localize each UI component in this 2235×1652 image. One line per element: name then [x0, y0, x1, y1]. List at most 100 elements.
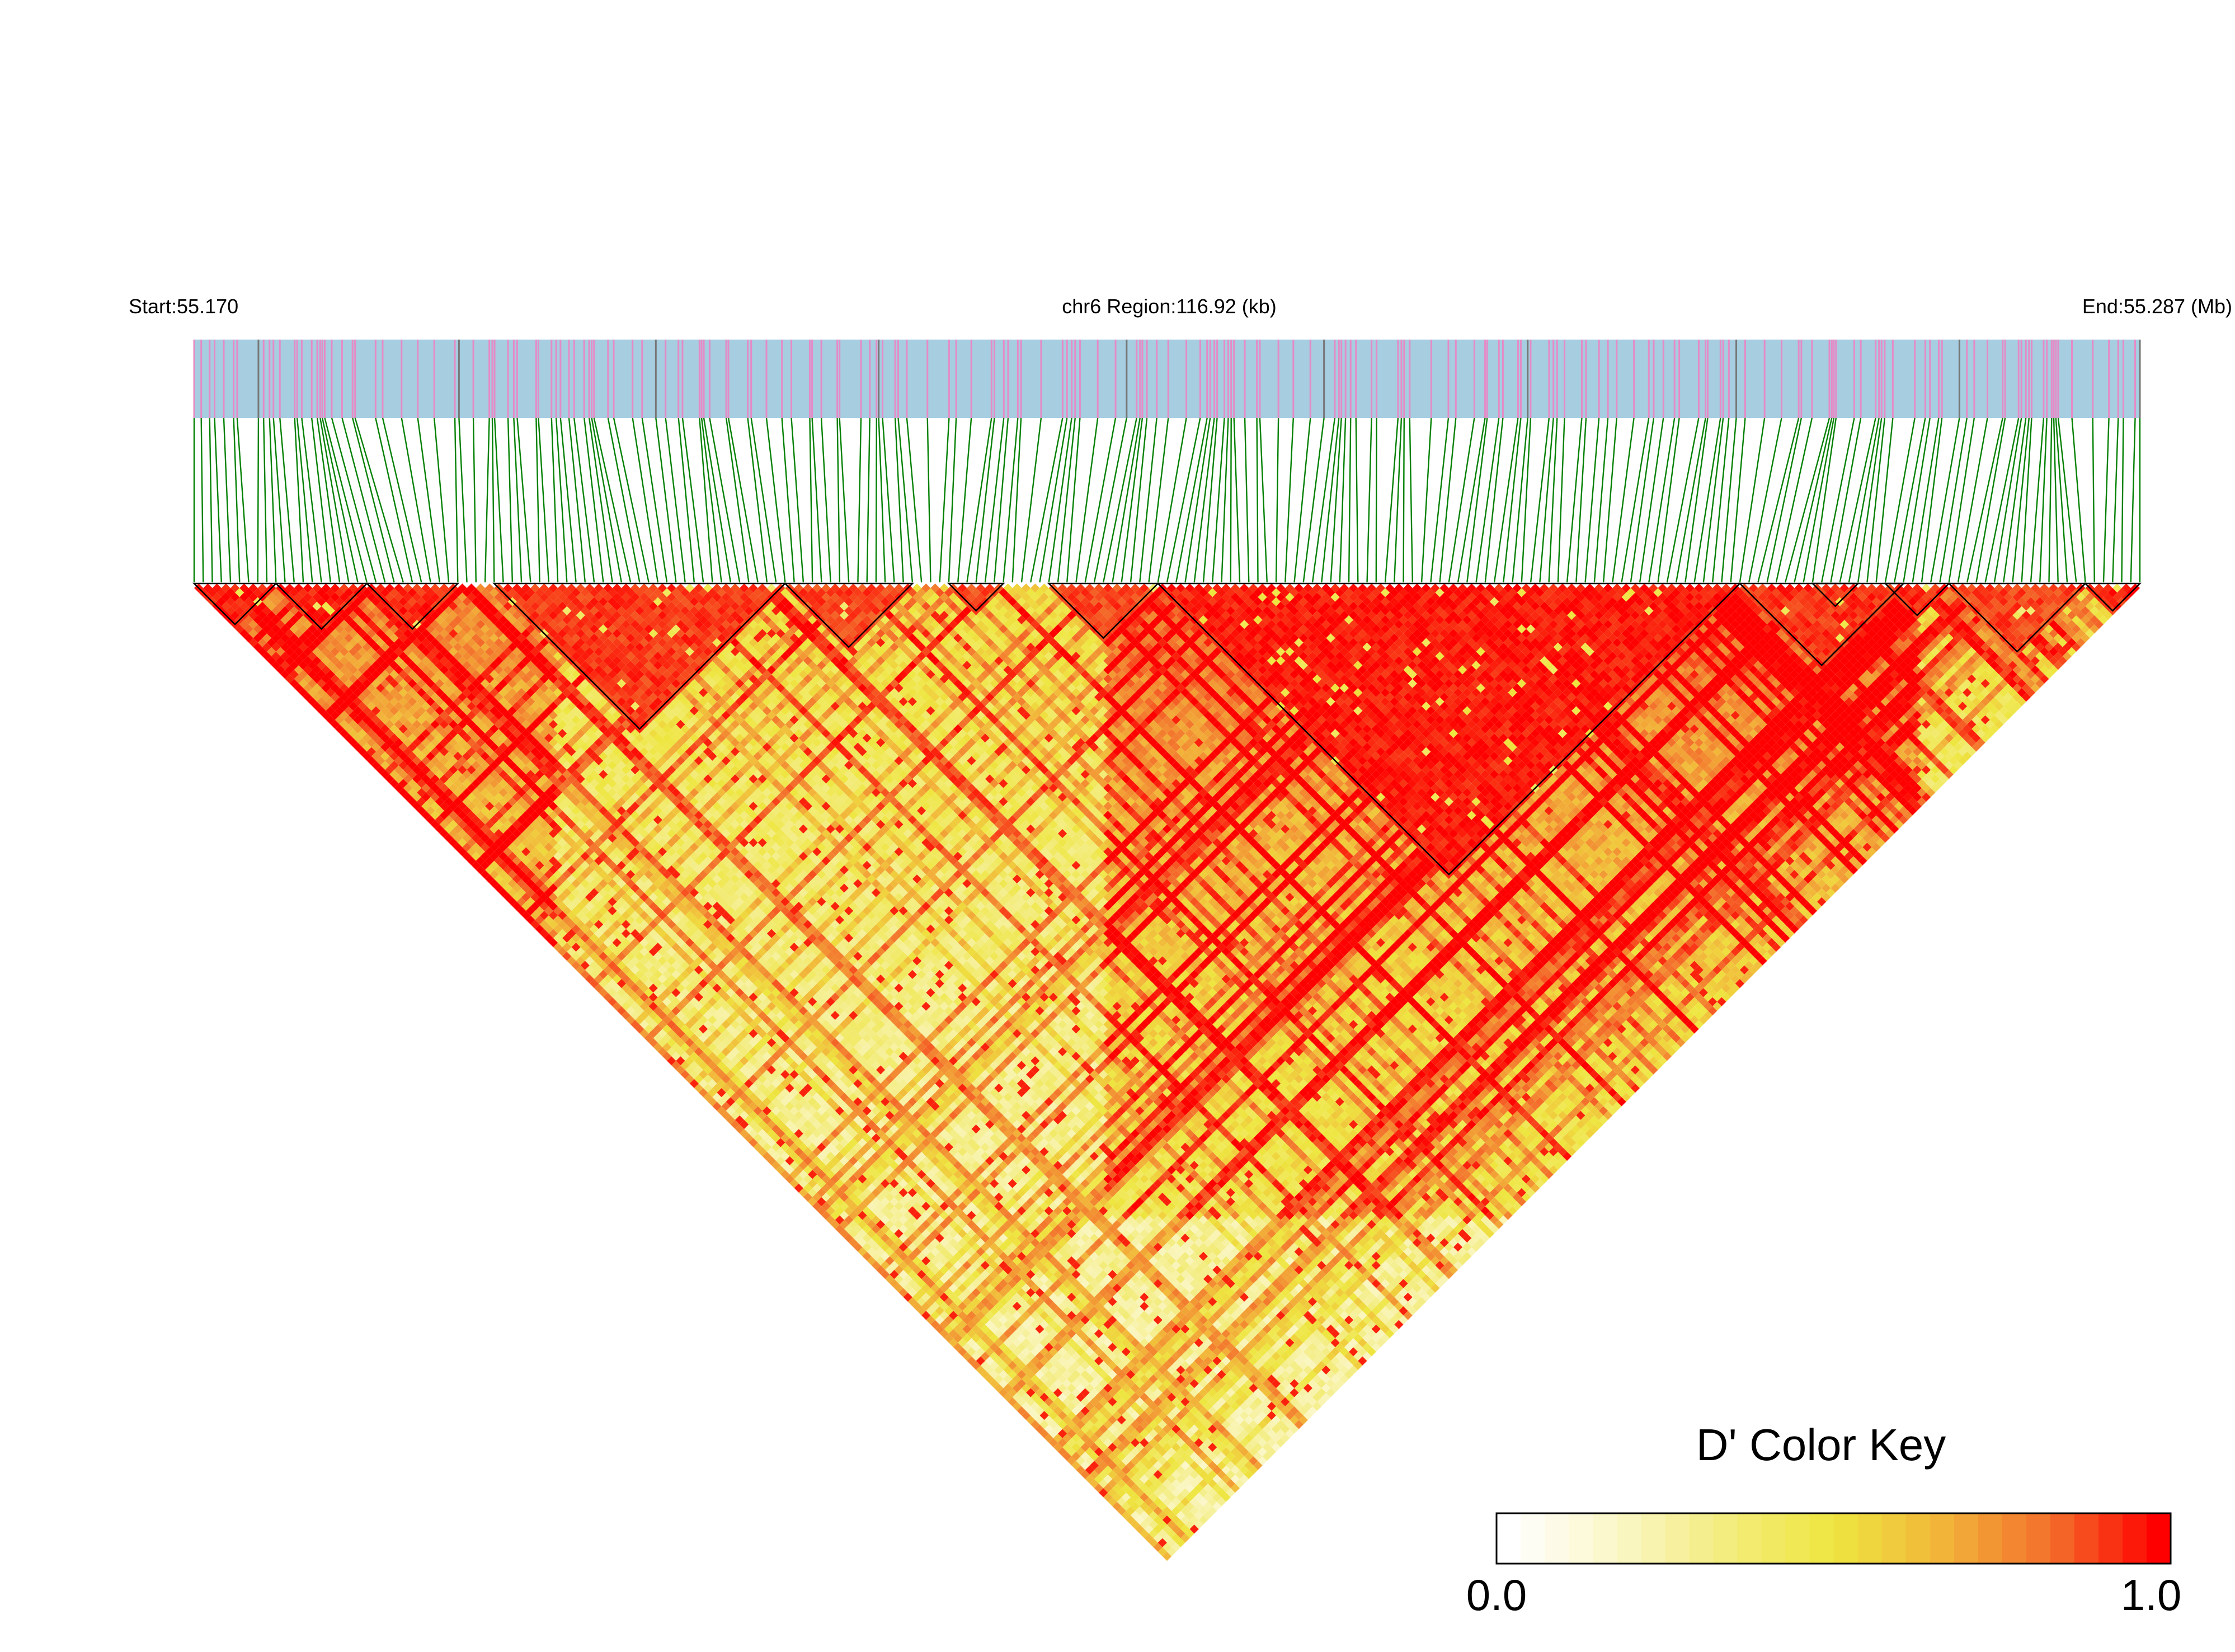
ld-cell	[507, 897, 517, 906]
ld-cell	[776, 1156, 785, 1166]
snp-connector	[641, 417, 668, 583]
snp-connector	[1011, 417, 1022, 583]
ld-cell	[935, 1315, 944, 1325]
ld-cell	[349, 738, 358, 747]
ld-cell	[308, 679, 317, 688]
snp-connector	[1612, 417, 1635, 583]
snp-connector	[839, 417, 850, 583]
ld-cell	[1126, 1506, 1136, 1515]
snp-connector	[1966, 417, 2003, 583]
ld-cell	[407, 797, 417, 807]
snp-mark	[1835, 340, 1837, 418]
snp-mark	[836, 340, 839, 418]
snp-mark	[1828, 340, 1831, 418]
ld-cell	[389, 779, 399, 788]
snp-connector	[607, 417, 641, 583]
snp-mark	[1598, 340, 1600, 418]
ld-cell	[449, 838, 458, 848]
snp-connector	[1739, 417, 1766, 583]
ld-cell	[503, 883, 512, 893]
snp-mark	[2030, 340, 2032, 418]
snp-connector	[1244, 417, 1250, 583]
snp-mark	[1259, 340, 1261, 418]
snp-connector	[1375, 417, 1377, 583]
snp-mark	[236, 340, 238, 418]
snp-mark	[1519, 340, 1522, 418]
snp-mark	[2134, 340, 2137, 418]
snp-mark	[1071, 340, 1073, 418]
ld-cell	[1149, 1529, 1158, 1538]
ld-cell	[953, 1343, 963, 1352]
snp-mark	[1884, 340, 1886, 418]
ld-cell	[317, 697, 326, 707]
ld-cell	[858, 1247, 867, 1256]
ld-cell	[839, 1211, 849, 1220]
ld-cell	[1044, 1424, 1053, 1434]
ld-cell	[535, 924, 544, 934]
snp-connector	[1233, 417, 1241, 583]
snp-connector	[593, 417, 632, 583]
snp-mark	[1722, 340, 1724, 418]
ld-cell	[362, 742, 371, 752]
ld-cell	[808, 1179, 817, 1188]
snp-connector	[2055, 417, 2068, 583]
snp-connector	[1293, 417, 1311, 583]
snp-mark	[1334, 340, 1336, 418]
ld-cell	[349, 719, 358, 729]
snp-mark	[1880, 340, 1883, 418]
ld-cell	[380, 751, 390, 761]
ld-cell	[344, 733, 354, 743]
snp-mark	[820, 340, 822, 418]
ld-cell	[976, 1356, 985, 1366]
snp-mark	[512, 340, 515, 418]
ld-cell	[780, 1151, 790, 1161]
snp-connector	[1121, 417, 1144, 583]
snp-connector	[747, 417, 768, 583]
ld-cell	[1103, 1483, 1113, 1493]
snp-connector	[1103, 417, 1137, 583]
ld-cell	[330, 702, 340, 711]
snp-mark	[1735, 340, 1738, 418]
snp-connector	[559, 417, 577, 583]
snp-connector	[948, 417, 957, 583]
snp-mark	[401, 340, 403, 418]
ld-cell	[544, 915, 553, 925]
ld-cell	[285, 656, 294, 666]
ld-cell	[449, 829, 458, 839]
snp-connector	[1639, 417, 1664, 583]
ld-cell	[521, 901, 531, 911]
snp-connector	[1730, 417, 1746, 583]
snp-mark	[1141, 340, 1144, 418]
snp-mark	[458, 340, 460, 418]
snp-mark	[1409, 340, 1411, 418]
ld-cell	[994, 1365, 1004, 1375]
snp-connector	[493, 417, 504, 583]
ld-cell	[657, 1038, 667, 1047]
snp-connector	[984, 417, 1005, 583]
snp-mark	[1728, 340, 1730, 418]
snp-mark	[1061, 340, 1064, 418]
ld-cell	[971, 1361, 981, 1370]
ld-cell	[594, 965, 604, 975]
snp-connector	[1166, 417, 1201, 583]
ld-cell	[512, 883, 522, 893]
snp-mark	[1227, 340, 1229, 418]
snp-connector	[538, 417, 550, 583]
snp-mark	[593, 340, 595, 418]
snp-mark	[878, 340, 880, 418]
snp-mark	[493, 340, 496, 418]
snp-connector	[401, 417, 431, 583]
ld-cell	[276, 656, 285, 666]
ld-cell	[817, 1197, 826, 1207]
ld-cell	[744, 1124, 754, 1134]
ld-cell	[535, 915, 544, 925]
ld-cell	[657, 1029, 667, 1038]
ld-cell	[871, 1251, 881, 1261]
ld-cell	[567, 938, 576, 948]
ld-cell	[449, 820, 458, 829]
snp-connector	[1112, 417, 1141, 583]
snp-mark	[1199, 340, 1201, 418]
snp-connector	[1057, 417, 1076, 583]
ld-cell	[885, 1256, 895, 1265]
ld-cell	[516, 897, 526, 906]
